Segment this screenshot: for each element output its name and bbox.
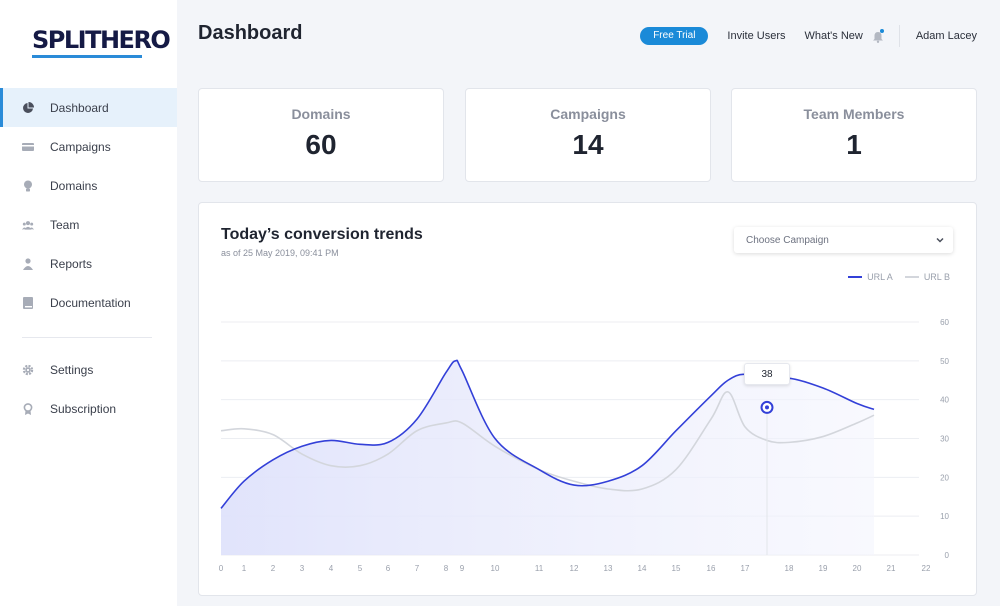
- notification-dot: [879, 29, 884, 33]
- x-tick-label: 5: [358, 564, 363, 573]
- lightbulb-icon: [22, 180, 34, 192]
- stat-label: Domains: [291, 106, 351, 122]
- chart-tooltip: 38: [744, 363, 790, 386]
- y-tick-label: 60: [940, 318, 949, 327]
- x-tick-label: 20: [853, 564, 862, 573]
- x-tick-label: 21: [887, 564, 896, 573]
- stat-value: 60: [305, 129, 337, 160]
- highlight-point-center: [765, 405, 769, 410]
- badge-icon: [22, 402, 34, 415]
- legend-label: URL A: [867, 272, 893, 282]
- pie-chart-icon: [22, 101, 34, 114]
- legend-item-url-b[interactable]: URL B: [904, 272, 950, 282]
- legend-label: URL B: [923, 272, 950, 282]
- stat-value: 14: [572, 129, 604, 160]
- book-icon: [22, 296, 34, 309]
- header-divider: [898, 25, 900, 47]
- x-tick-label: 22: [922, 564, 931, 573]
- chart-title: Today’s conversion trends: [221, 226, 423, 243]
- sidebar-item-documentation[interactable]: Documentation: [0, 283, 177, 322]
- sidebar-item-subscription[interactable]: Subscription: [0, 389, 177, 428]
- x-tick-label: 10: [491, 564, 500, 573]
- y-tick-label: 30: [940, 435, 949, 444]
- x-tick-label: 13: [604, 564, 613, 573]
- x-tick-label: 6: [386, 564, 391, 573]
- card-icon: [22, 141, 34, 153]
- stat-card-domains: Domains 60: [198, 88, 444, 182]
- chart-subtitle: as of 25 May 2019, 09:41 PM: [221, 248, 339, 258]
- sidebar-item-label: Documentation: [50, 295, 131, 310]
- y-tick-label: 0: [945, 551, 950, 560]
- x-tick-label: 16: [707, 564, 716, 573]
- x-tick-label: 0: [219, 564, 224, 573]
- sidebar-item-settings[interactable]: Settings: [0, 350, 177, 389]
- chevron-down-icon: [935, 235, 945, 245]
- sidebar: SPLIT HERO Dashboard Campaigns Domains: [0, 0, 177, 606]
- x-tick-label: 3: [300, 564, 305, 573]
- logo-wordmark: SPLIT HERO: [32, 26, 171, 54]
- sidebar-item-domains[interactable]: Domains: [0, 166, 177, 205]
- chart-legend: URL A URL B: [836, 272, 950, 282]
- legend-swatch: [904, 276, 919, 278]
- y-tick-label: 50: [940, 357, 949, 366]
- sidebar-item-team[interactable]: Team: [0, 205, 177, 244]
- x-tick-label: 2: [271, 564, 276, 573]
- conversion-trends-card: Today’s conversion trends as of 25 May 2…: [198, 202, 977, 596]
- x-tick-label: 8: [444, 564, 449, 573]
- bell-icon[interactable]: [872, 29, 884, 43]
- legend-swatch: [848, 276, 863, 278]
- team-icon: [22, 219, 34, 231]
- invite-users-link[interactable]: Invite Users: [727, 30, 786, 42]
- person-icon: [22, 257, 34, 270]
- sidebar-item-label: Campaigns: [50, 139, 111, 154]
- x-tick-label: 4: [329, 564, 334, 573]
- sidebar-divider: [22, 337, 152, 338]
- x-tick-label: 1: [242, 564, 247, 573]
- series-line-url-b: [220, 391, 875, 492]
- stat-label: Team Members: [803, 106, 905, 122]
- sidebar-nav: Dashboard Campaigns Domains Team Reports: [0, 88, 177, 428]
- sidebar-item-label: Dashboard: [50, 100, 109, 115]
- sidebar-item-label: Domains: [50, 178, 98, 193]
- logo[interactable]: SPLIT HERO: [32, 26, 171, 60]
- legend-item-url-a[interactable]: URL A: [848, 272, 893, 282]
- x-tick-label: 11: [535, 564, 544, 573]
- sidebar-item-label: Reports: [50, 256, 93, 271]
- sidebar-item-label: Subscription: [50, 401, 117, 416]
- gear-icon: [22, 364, 34, 376]
- logo-underline: [32, 55, 142, 58]
- stat-label: Campaigns: [550, 106, 626, 122]
- x-tick-label: 7: [415, 564, 420, 573]
- select-placeholder: Choose Campaign: [746, 234, 829, 246]
- y-tick-label: 40: [940, 396, 949, 405]
- sidebar-item-label: Settings: [50, 362, 94, 377]
- page-title: Dashboard: [198, 22, 303, 44]
- logo-left: SPLIT: [32, 26, 101, 54]
- header-actions: Free Trial Invite Users What's New Adam …: [640, 25, 977, 47]
- x-tick-label: 18: [785, 564, 794, 573]
- choose-campaign-select[interactable]: Choose Campaign: [734, 227, 953, 253]
- y-tick-label: 10: [940, 512, 949, 521]
- x-tick-label: 15: [672, 564, 681, 573]
- x-tick-label: 19: [819, 564, 828, 573]
- stat-value: 1: [846, 129, 862, 160]
- logo-right: HERO: [99, 26, 171, 54]
- stat-card-team-members: Team Members 1: [731, 88, 977, 182]
- stat-card-campaigns: Campaigns 14: [465, 88, 711, 182]
- x-tick-label: 14: [638, 564, 647, 573]
- y-tick-label: 20: [940, 473, 949, 482]
- sidebar-item-reports[interactable]: Reports: [0, 244, 177, 283]
- user-name[interactable]: Adam Lacey: [915, 30, 977, 42]
- x-tick-label: 9: [460, 564, 465, 573]
- series-area-url-a: [221, 360, 874, 555]
- whats-new-link[interactable]: What's New: [804, 30, 863, 42]
- sidebar-item-campaigns[interactable]: Campaigns: [0, 127, 177, 166]
- x-tick-label: 12: [570, 564, 579, 573]
- sidebar-item-dashboard[interactable]: Dashboard: [0, 88, 177, 127]
- x-tick-label: 17: [741, 564, 750, 573]
- free-trial-button[interactable]: Free Trial: [640, 27, 709, 45]
- sidebar-item-label: Team: [50, 217, 80, 232]
